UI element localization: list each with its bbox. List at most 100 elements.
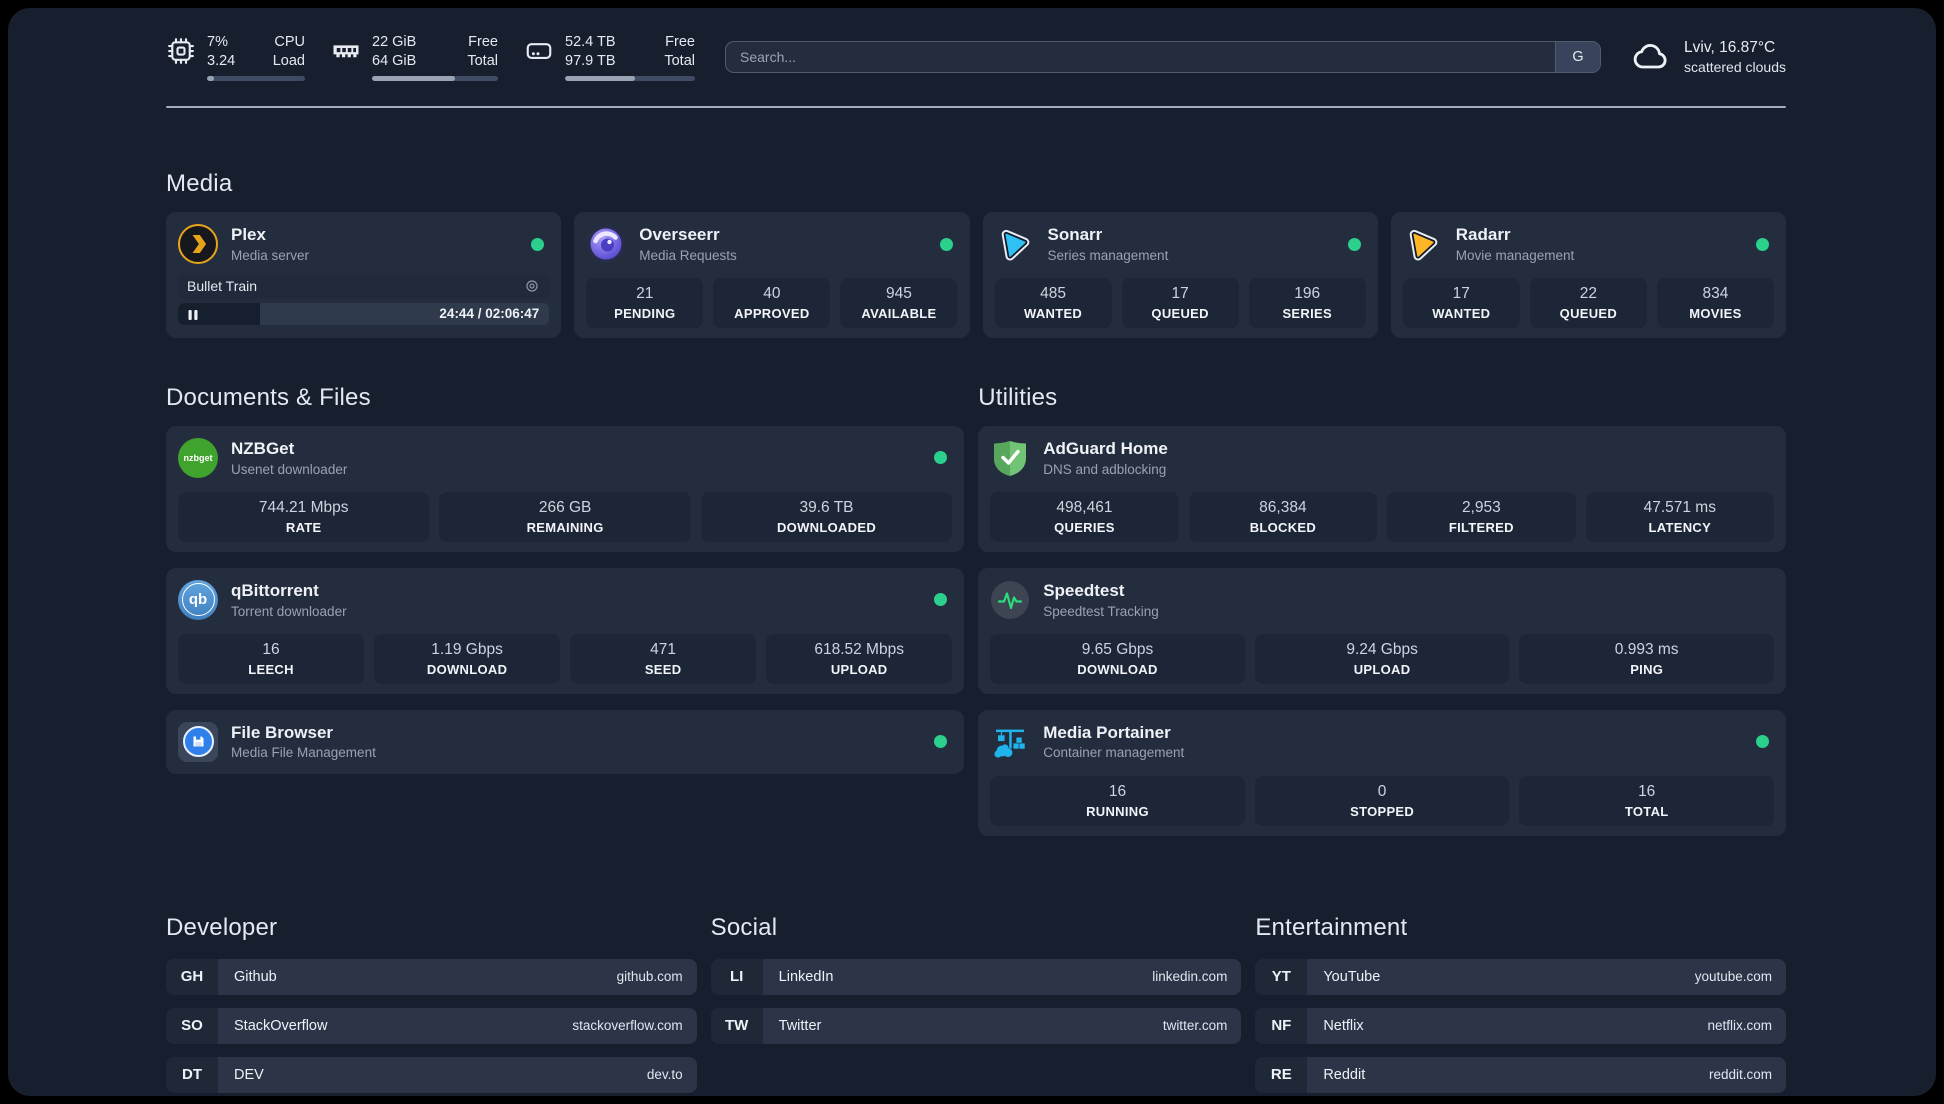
app-subtitle: Torrent downloader (231, 603, 347, 619)
pause-icon (187, 308, 199, 320)
bookmark-name: Github (234, 968, 277, 985)
app-title: Speedtest (1043, 581, 1125, 601)
cpu-usage-label: CPU (274, 34, 305, 51)
app-card-sonarr[interactable]: Sonarr Series management 485 WANTED 17 Q… (982, 212, 1378, 338)
portainer-icon (990, 722, 1030, 762)
app-card-nzbget[interactable]: nzbget NZBGet Usenet downloader 744.21 M… (166, 425, 965, 552)
status-online-dot (531, 237, 545, 251)
stat-rate: 744.21 Mbps RATE (178, 491, 430, 542)
app-title: Media Portainer (1043, 723, 1171, 743)
app-subtitle: Media server (231, 247, 310, 263)
app-card-adguard[interactable]: AdGuard Home DNS and adblocking 498,461 … (978, 425, 1786, 552)
cpu-load-label: Load (272, 53, 305, 69)
bookmark-abbr: SO (166, 1007, 218, 1044)
stat-queued: 22 QUEUED (1529, 278, 1647, 328)
app-subtitle: Media File Management (231, 745, 376, 761)
app-card-portainer[interactable]: Media Portainer Container management 16 … (978, 709, 1786, 836)
memory-total-value: 64 GiB (372, 53, 417, 69)
stat-ping: 0.993 ms PING (1519, 633, 1774, 684)
nzbget-icon: nzbget (178, 437, 218, 478)
app-card-filebrowser[interactable]: File Browser Media File Management (166, 709, 965, 774)
bookmark-stackoverflow[interactable]: SO StackOverflow stackoverflow.com (166, 1007, 697, 1044)
speedtest-icon (990, 580, 1030, 620)
disk-progress-bar (565, 75, 695, 81)
bookmark-abbr: GH (166, 958, 218, 995)
bookmark-url: linkedin.com (1152, 969, 1228, 985)
app-title: NZBGet (231, 439, 295, 459)
overseerr-icon (586, 224, 626, 264)
app-card-qbittorrent[interactable]: qb qBittorrent Torrent downloader 16 LEE… (166, 567, 965, 694)
bookmark-abbr: NF (1255, 1007, 1308, 1044)
app-subtitle: Container management (1043, 745, 1185, 761)
app-title: Sonarr (1047, 225, 1103, 245)
radarr-icon (1403, 224, 1443, 264)
bookmark-twitter[interactable]: TW Twitter twitter.com (710, 1007, 1242, 1044)
now-playing-title: Bullet Train (187, 278, 258, 294)
disk-free-value: 52.4 TB (565, 34, 616, 51)
adguard-icon (990, 438, 1030, 478)
stat-queued: 17 QUEUED (1121, 278, 1239, 328)
bookmark-url: github.com (616, 969, 683, 985)
stat-upload: 9.24 Gbps UPLOAD (1254, 633, 1510, 684)
sonarr-icon (995, 224, 1035, 264)
search-engine-button[interactable]: G (1555, 42, 1601, 72)
playback-progress-bar[interactable]: 24:44 / 02:06:47 (178, 303, 550, 325)
app-subtitle: Speedtest Tracking (1043, 603, 1159, 619)
bookmark-url: dev.to (646, 1067, 683, 1083)
app-title: Radarr (1455, 225, 1511, 245)
bookmark-netflix[interactable]: NF Netflix netflix.com (1255, 1007, 1786, 1044)
bookmark-github[interactable]: GH Github github.com (166, 958, 697, 995)
bookmark-reddit[interactable]: RE Reddit reddit.com (1255, 1056, 1786, 1093)
stat-download: 9.65 Gbps DOWNLOAD (990, 633, 1245, 684)
stat-running: 16 RUNNING (990, 775, 1245, 826)
cpu-icon (166, 36, 196, 66)
bookmark-name: Reddit (1323, 1066, 1366, 1083)
bookmark-abbr: LI (710, 958, 763, 995)
bookmark-url: reddit.com (1708, 1067, 1772, 1083)
bookmark-youtube[interactable]: YT YouTube youtube.com (1255, 958, 1786, 995)
disk-free-label: Free (665, 34, 695, 51)
bookmark-abbr: YT (1255, 958, 1308, 995)
stat-downloaded: 39.6 TB DOWNLOADED (700, 491, 953, 542)
dashboard-panel: 7% 3.24 CPU Load (8, 8, 1936, 1096)
section-title-media: Media (166, 170, 233, 197)
session-icon[interactable] (524, 278, 540, 294)
weather-widget: Lviv, 16.87°C scattered clouds (1631, 37, 1786, 77)
bookmark-name: StackOverflow (234, 1017, 328, 1034)
filebrowser-icon (178, 721, 218, 762)
stat-series: 196 SERIES (1248, 278, 1366, 328)
bookmark-name: DEV (234, 1066, 264, 1083)
disk-icon (524, 36, 554, 66)
cloud-icon (1631, 37, 1671, 77)
bookmark-url: youtube.com (1694, 969, 1772, 985)
status-online-dot (1756, 237, 1769, 251)
section-title-utilities: Utilities (978, 383, 1058, 411)
bookmark-name: LinkedIn (778, 968, 834, 985)
bookmark-abbr: RE (1255, 1056, 1308, 1093)
stat-upload: 618.52 Mbps UPLOAD (766, 633, 953, 684)
stat-movies: 834 MOVIES (1656, 278, 1774, 328)
section-title-developer: Developer (166, 913, 278, 941)
status-online-dot (934, 451, 948, 465)
plex-icon (178, 224, 218, 264)
app-card-radarr[interactable]: Radarr Movie management 17 WANTED 22 QUE… (1390, 212, 1786, 338)
app-card-speedtest[interactable]: Speedtest Speedtest Tracking 9.65 Gbps D… (978, 567, 1786, 694)
app-card-plex[interactable]: Plex Media server Bullet Train (166, 212, 562, 338)
weather-location-temp: Lviv, 16.87°C (1684, 39, 1776, 56)
app-card-overseerr[interactable]: Overseerr Media Requests 21 PENDING 40 A… (574, 212, 970, 338)
memory-stat-group: 22 GiB 64 GiB Free Total (331, 33, 498, 81)
bookmark-linkedin[interactable]: LI LinkedIn linkedin.com (710, 958, 1242, 995)
stat-remaining: 266 GB REMAINING (439, 491, 691, 542)
playback-time: 24:44 / 02:06:47 (439, 306, 540, 321)
bookmark-url: twitter.com (1162, 1018, 1228, 1034)
stat-download: 1.19 Gbps DOWNLOAD (374, 633, 561, 684)
bookmark-dev[interactable]: DT DEV dev.to (166, 1056, 697, 1093)
bookmark-name: Twitter (778, 1017, 822, 1034)
search-input[interactable] (725, 41, 1602, 73)
status-online-dot (1347, 237, 1361, 251)
status-online-dot (934, 735, 948, 749)
app-title: qBittorrent (231, 581, 319, 601)
section-title-documents: Documents & Files (166, 383, 371, 411)
weather-condition: scattered clouds (1684, 59, 1786, 75)
stat-filtered: 2,953 FILTERED (1387, 491, 1576, 542)
